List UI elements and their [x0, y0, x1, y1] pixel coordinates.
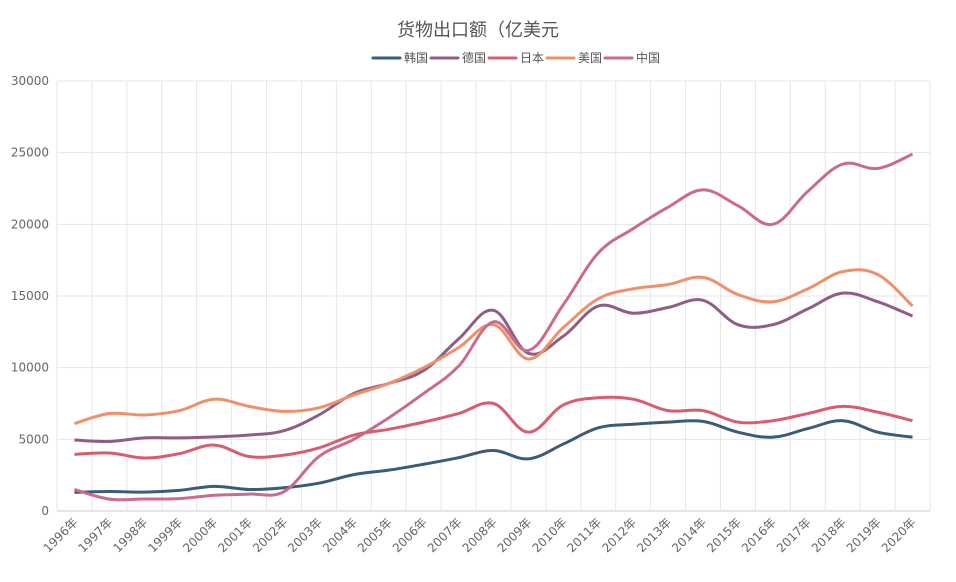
x-tick-label: 2013年: [634, 515, 674, 555]
x-tick-label: 2020年: [879, 515, 919, 555]
x-tick-label: 1996年: [41, 515, 81, 555]
y-tick-label: 5000: [18, 432, 49, 446]
x-tick-label: 2007年: [425, 515, 465, 555]
x-tick-label: 2015年: [704, 515, 744, 555]
x-tick-label: 2009年: [495, 515, 535, 555]
x-tick-label: 2019年: [844, 515, 884, 555]
x-tick-label: 2004年: [320, 515, 360, 555]
x-tick-label: 2008年: [460, 515, 500, 555]
x-tick-label: 2006年: [390, 515, 430, 555]
x-tick-label: 2012年: [599, 515, 639, 555]
y-tick-label: 25000: [11, 146, 49, 160]
series-line-韩国: [74, 419, 913, 494]
x-tick-label: 2010年: [529, 515, 569, 555]
x-tick-label: 2016年: [739, 515, 779, 555]
x-tick-label: 2005年: [355, 515, 395, 555]
x-tick-label: 1999年: [145, 515, 185, 555]
legend-label: 中国: [636, 50, 660, 65]
y-tick-label: 20000: [11, 217, 49, 231]
x-tick-label: 2002年: [250, 515, 290, 555]
y-tick-label: 15000: [11, 289, 49, 303]
x-tick-label: 2011年: [564, 515, 604, 555]
legend-label: 日本: [520, 51, 544, 65]
series-line-日本: [74, 395, 913, 460]
x-tick-label: 2018年: [809, 515, 849, 555]
x-tick-label: 1998年: [110, 515, 150, 555]
x-tick-label: 2000年: [180, 515, 220, 555]
series-line-中国: [74, 152, 914, 502]
x-tick-label: 2003年: [285, 515, 325, 555]
x-tick-label: 2001年: [215, 515, 255, 555]
series-line-德国: [74, 291, 914, 444]
series-line-美国: [74, 268, 914, 426]
legend-label: 德国: [462, 50, 486, 65]
y-tick-label: 30000: [11, 74, 49, 88]
x-tick-label: 2017年: [774, 515, 814, 555]
x-tick-label: 1997年: [76, 515, 116, 555]
y-tick-label: 10000: [11, 361, 49, 375]
y-tick-label: 0: [41, 504, 49, 518]
legend-label: 韩国: [404, 50, 428, 65]
x-tick-label: 2014年: [669, 515, 709, 555]
chart-title: 货物出口额（亿美元: [397, 20, 559, 41]
legend-label: 美国: [578, 51, 602, 65]
